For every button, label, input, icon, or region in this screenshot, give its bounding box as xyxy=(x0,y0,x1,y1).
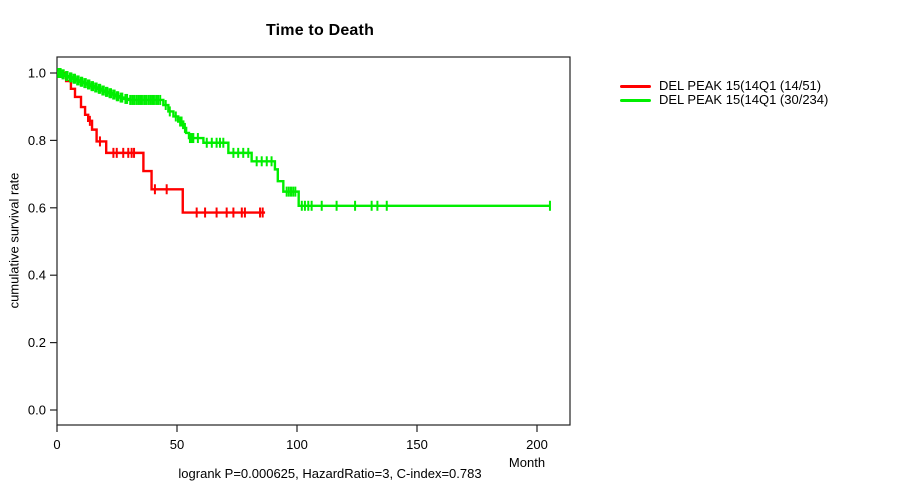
legend: DEL PEAK 15(14Q1 (14/51) DEL PEAK 15(14Q… xyxy=(620,79,828,107)
plot-box xyxy=(56,56,571,426)
y-tick-label: 0.8 xyxy=(28,133,46,148)
legend-item-group1: DEL PEAK 15(14Q1 (14/51) xyxy=(620,79,828,93)
legend-line-red-icon xyxy=(620,84,651,88)
survival-curve-group1 xyxy=(57,71,266,214)
y-tick-label: 0.4 xyxy=(28,268,46,283)
y-tick-label: 0.2 xyxy=(28,335,46,350)
legend-item-group2: DEL PEAK 15(14Q1 (30/234) xyxy=(620,93,828,107)
legend-line-green-icon xyxy=(620,98,651,102)
x-tick-label: 100 xyxy=(286,437,308,452)
y-axis-label: cumulative survival rate xyxy=(6,172,22,309)
legend-label-group2: DEL PEAK 15(14Q1 (30/234) xyxy=(659,92,829,107)
x-tick-label: 200 xyxy=(526,437,548,452)
y-tick-label: 0.6 xyxy=(28,200,46,215)
x-tick-label: 150 xyxy=(406,437,428,452)
legend-label-group1: DEL PEAK 15(14Q1 (14/51) xyxy=(659,78,822,93)
x-axis-label: Month xyxy=(508,455,546,470)
x-tick-label: 0 xyxy=(53,437,60,452)
stats-subtitle: logrank P=0.000625, HazardRatio=3, C-ind… xyxy=(178,466,482,481)
chart-title: Time to Death xyxy=(265,22,375,39)
x-tick-label: 50 xyxy=(170,437,184,452)
y-tick-label: 0.0 xyxy=(28,403,46,418)
y-tick-label: 1.0 xyxy=(28,66,46,81)
survival-curve-group2 xyxy=(57,71,550,207)
